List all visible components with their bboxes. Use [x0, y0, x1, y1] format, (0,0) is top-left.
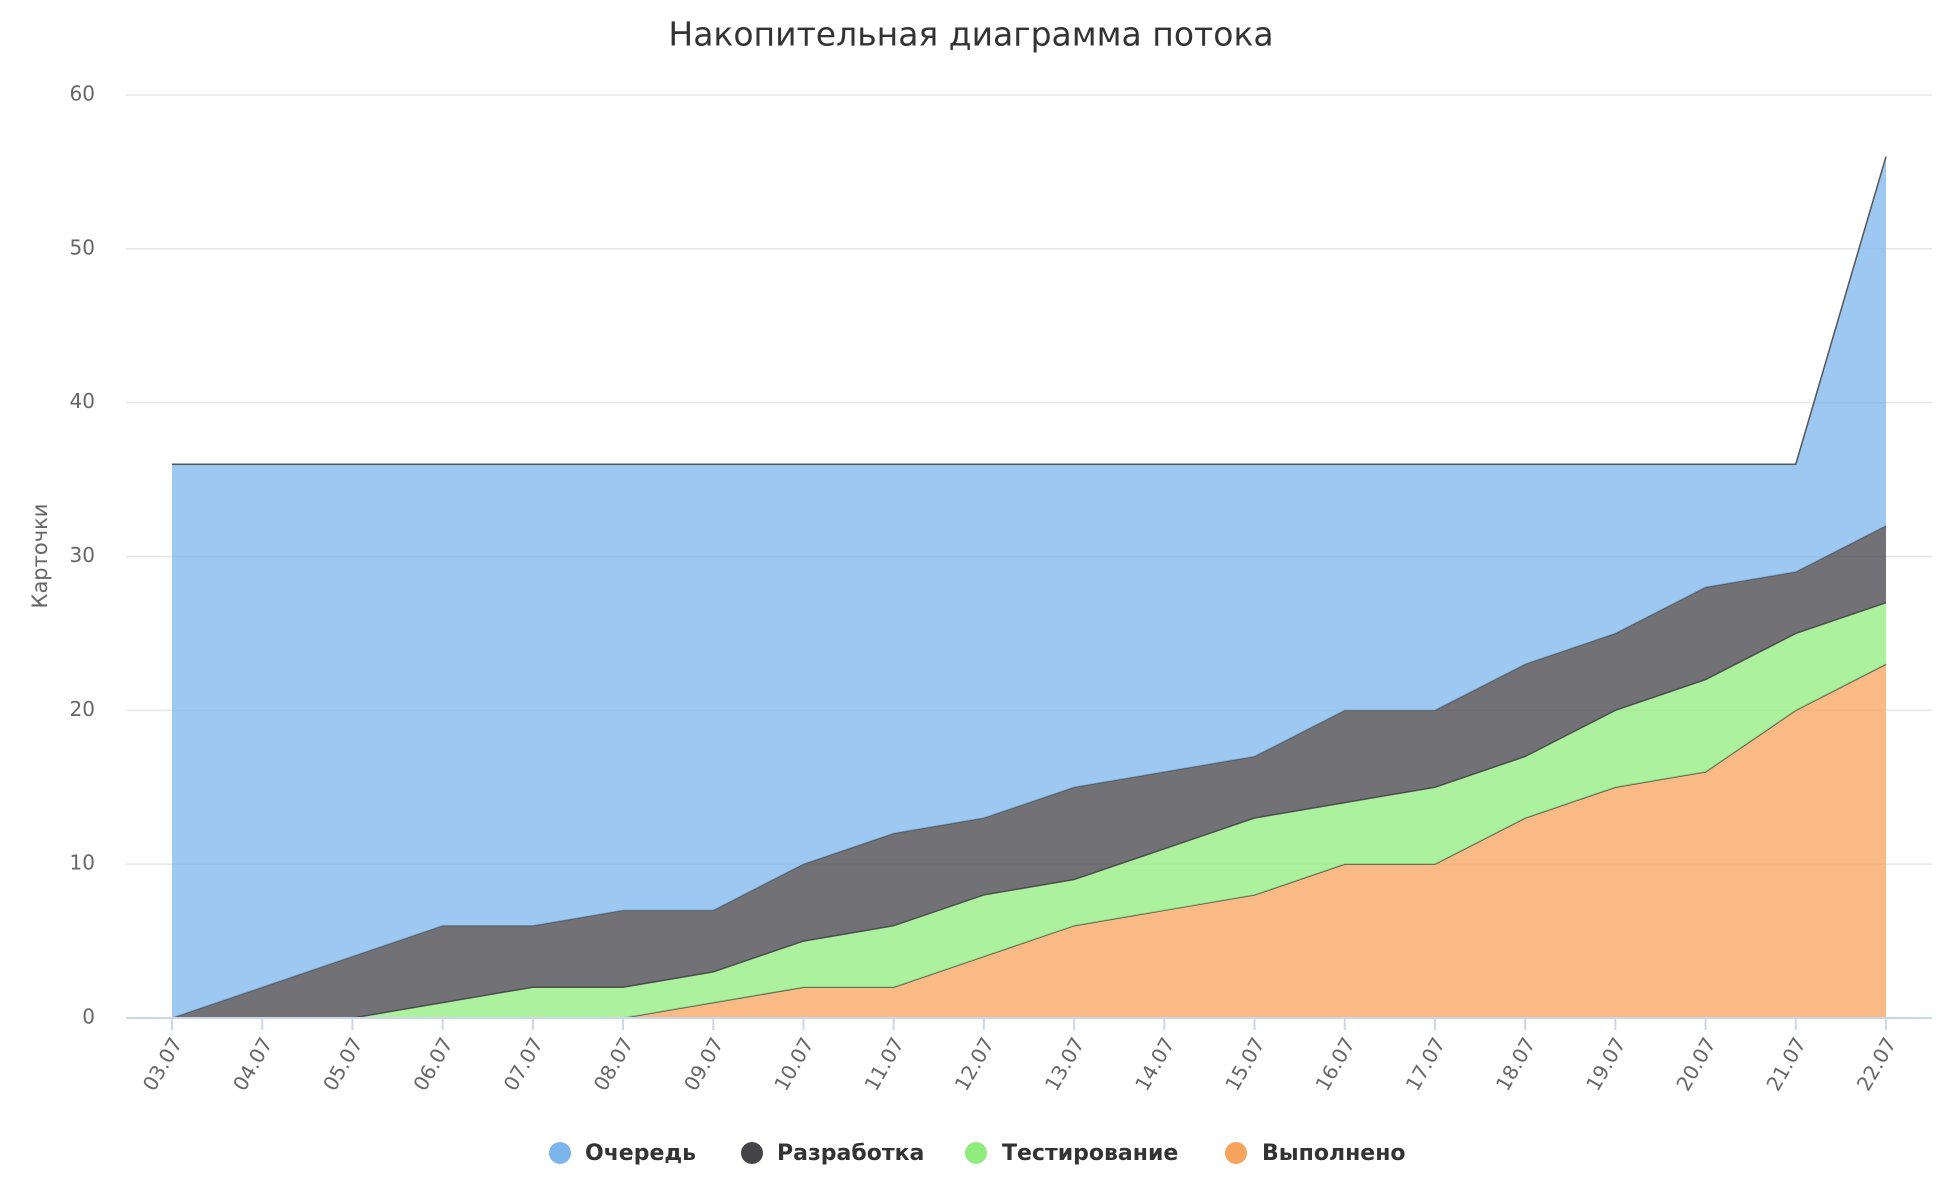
y-tick-label: 0: [82, 1005, 95, 1029]
legend-marker: [1225, 1142, 1247, 1164]
x-tick-label: 22.07: [1852, 1033, 1901, 1095]
legend-item[interactable]: Выполнено: [1225, 1141, 1406, 1166]
x-tick-label: 20.07: [1671, 1033, 1720, 1095]
x-tick-label: 18.07: [1491, 1033, 1540, 1095]
legend-label: Тестирование: [1002, 1141, 1178, 1166]
x-tick-label: 13.07: [1040, 1033, 1089, 1095]
x-tick-label: 14.07: [1130, 1033, 1179, 1095]
y-tick-label: 40: [70, 389, 95, 413]
area: [172, 525, 1886, 1018]
y-tick-label: 10: [70, 851, 95, 875]
series-line: [172, 601, 1887, 1019]
legend-marker: [741, 1142, 763, 1164]
area: [172, 602, 1886, 1018]
legend-item[interactable]: Разработка: [741, 1141, 924, 1166]
y-tick-label: 20: [70, 697, 95, 721]
y-tick-label: 60: [70, 82, 95, 106]
legend-label: Очередь: [585, 1141, 696, 1166]
area: [172, 664, 1886, 1018]
x-tick-label: 17.07: [1401, 1033, 1450, 1095]
x-tick-label: 15.07: [1220, 1033, 1269, 1095]
legend-marker: [965, 1142, 987, 1164]
series-line: [172, 156, 1887, 465]
x-tick-label: 19.07: [1581, 1033, 1630, 1095]
x-tick-label: 08.07: [589, 1033, 638, 1095]
x-tick-label: 16.07: [1310, 1033, 1359, 1095]
x-tick-label: 10.07: [769, 1033, 818, 1095]
legend-item[interactable]: Очередь: [549, 1141, 696, 1166]
y-tick-label: 30: [70, 543, 95, 567]
x-tick-label: 07.07: [499, 1033, 548, 1095]
x-tick-label: 04.07: [228, 1033, 277, 1095]
chart-title: Накопительная диаграмма потока: [668, 15, 1273, 54]
x-tick-label: 06.07: [408, 1033, 457, 1095]
legend-item[interactable]: Тестирование: [965, 1141, 1178, 1166]
legend-marker: [549, 1142, 571, 1164]
x-tick-label: 21.07: [1761, 1033, 1810, 1095]
y-axis-title: Карточки: [28, 504, 52, 609]
legend-label: Выполнено: [1262, 1141, 1406, 1166]
x-tick-label: 11.07: [859, 1033, 908, 1095]
y-tick-label: 50: [70, 235, 95, 259]
area: [172, 156, 1886, 1019]
x-tick-label: 09.07: [679, 1033, 728, 1095]
legend-label: Разработка: [777, 1141, 924, 1166]
x-tick-label: 05.07: [318, 1033, 367, 1095]
x-tick-label: 03.07: [138, 1033, 187, 1095]
x-tick-label: 12.07: [950, 1033, 999, 1095]
